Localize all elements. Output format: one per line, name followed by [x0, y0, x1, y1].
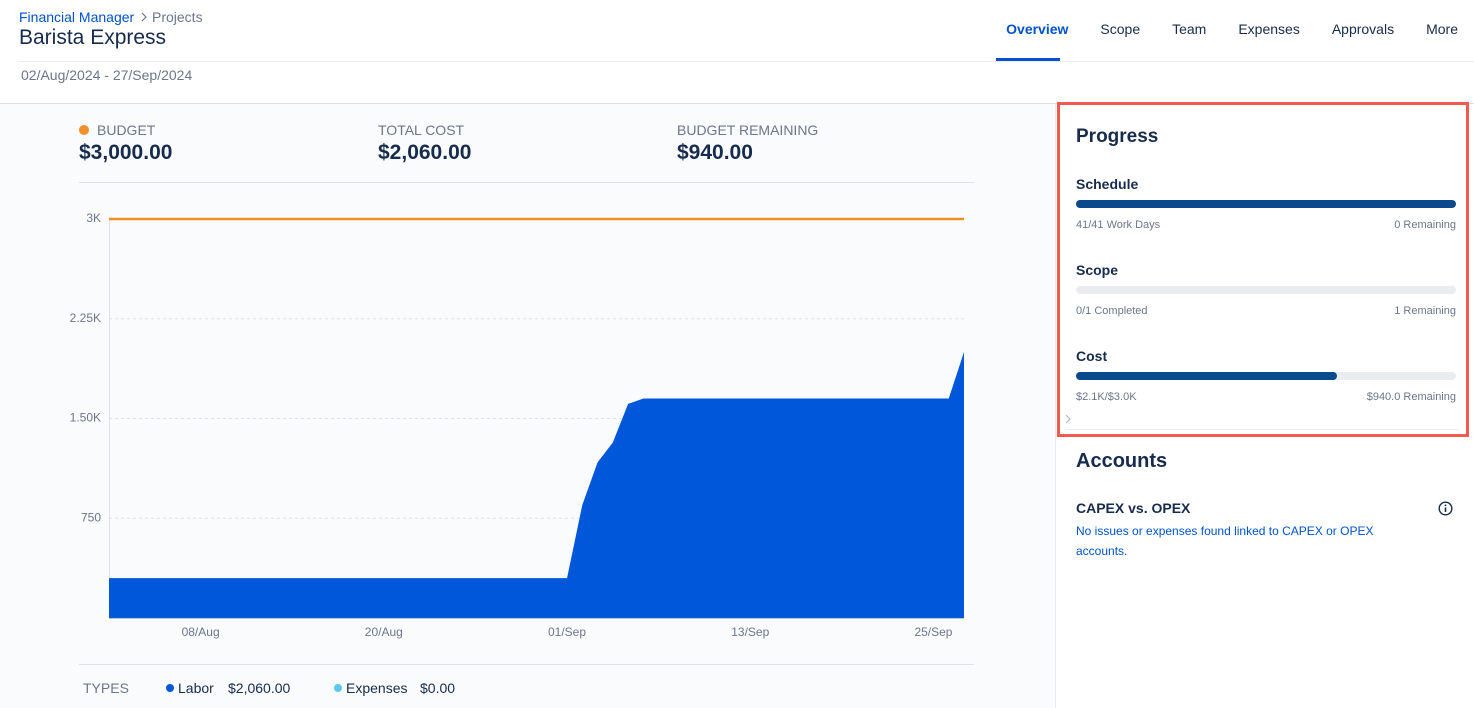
progress-name: Scope	[1076, 262, 1119, 278]
summary-label: TOTAL COST	[378, 122, 465, 138]
date-range: 02/Aug/2024 - 27/Sep/2024	[21, 67, 193, 83]
progress-detail: 41/41 Work Days	[1076, 219, 1161, 231]
progress-track	[1076, 200, 1456, 208]
progress-fill	[1076, 200, 1456, 208]
summary-value: $2,060.00	[378, 141, 472, 164]
breadcrumb-link[interactable]: Financial Manager	[19, 9, 135, 25]
progress-track	[1076, 286, 1456, 294]
highlight-box	[1057, 102, 1469, 437]
chevron[interactable]	[1064, 414, 1072, 424]
tab[interactable]: Scope	[1100, 21, 1141, 37]
legend-dot	[334, 684, 342, 692]
progress-track	[1076, 372, 1456, 380]
x-tick-label: 01/Sep	[548, 625, 586, 639]
info-icon[interactable]	[1438, 501, 1453, 516]
divider	[19, 61, 1474, 62]
chart: 750 1.50K 2.25K 3K 08/Aug 20/Aug 01/Sep 13/Sep 2…	[70, 182, 974, 665]
legend-dot	[166, 684, 174, 692]
progress-detail: $2.1K/$3.0K	[1076, 391, 1137, 403]
page-title: Barista Express	[19, 26, 167, 49]
area	[109, 352, 964, 618]
summary-value: $3,000.00	[79, 141, 173, 164]
x-tick-label: 13/Sep	[731, 625, 769, 639]
tabs: Overview Scope Team Expenses Approvals More	[1006, 21, 1458, 37]
progress-name: Schedule	[1076, 176, 1139, 192]
progress-remaining: 0 Remaining	[1394, 219, 1456, 231]
legend-name[interactable]: Expenses	[346, 680, 408, 696]
progress-title: Progress	[1076, 126, 1159, 147]
progress-name: Cost	[1076, 348, 1108, 364]
progress-fill	[1076, 372, 1338, 380]
tab[interactable]: Approvals	[1331, 21, 1395, 37]
breadcrumb-separator	[141, 12, 147, 22]
x-tick-label: 25/Sep	[914, 625, 952, 639]
x-tick-label: 20/Aug	[365, 625, 403, 639]
progress-remaining: 1 Remaining	[1394, 305, 1456, 317]
budget-dot	[79, 125, 89, 135]
summary-label: BUDGET REMAINING	[677, 122, 819, 138]
breadcrumb-current[interactable]: Projects	[152, 9, 203, 25]
legend-value: $0.00	[420, 680, 456, 696]
legend-value: $2,060.00	[228, 680, 291, 696]
tab[interactable]: Overview	[1006, 21, 1069, 37]
y-tick-label: 1.50K	[70, 411, 101, 425]
y-tick-label: 2.25K	[70, 311, 101, 325]
x-tick-label: 08/Aug	[182, 625, 220, 639]
progress-detail: 0/1 Completed	[1076, 305, 1148, 317]
divider	[0, 103, 1474, 104]
accounts-heading: CAPEX vs. OPEX	[1076, 500, 1191, 516]
active-tab-underline	[996, 58, 1060, 61]
summary-value: $940.00	[677, 141, 753, 164]
y-tick-label: 750	[81, 510, 101, 524]
legend-name[interactable]: Labor	[178, 680, 214, 696]
progress-remaining: $940.0 Remaining	[1366, 391, 1456, 403]
tab[interactable]: Expenses	[1238, 21, 1300, 37]
types-label: TYPES	[83, 680, 129, 696]
tab[interactable]: Team	[1172, 21, 1207, 37]
y-tick-label: 3K	[86, 211, 101, 225]
divider	[1066, 429, 1459, 430]
accounts-message: No issues or expenses found linked to CA…	[1076, 524, 1374, 558]
tab[interactable]: More	[1426, 21, 1458, 37]
summary-label: BUDGET	[97, 122, 156, 138]
accounts-title: Accounts	[1076, 450, 1168, 472]
